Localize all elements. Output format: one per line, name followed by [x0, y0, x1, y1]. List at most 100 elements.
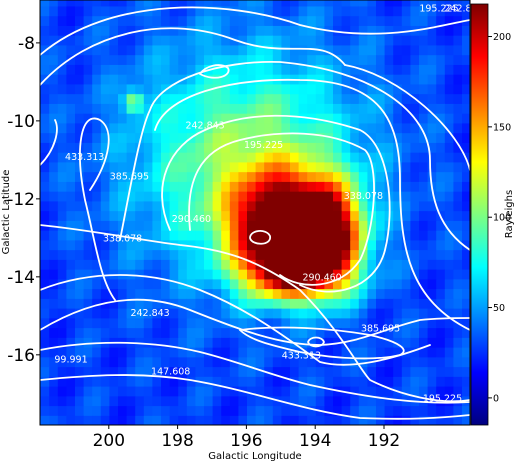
heatmap-cell: [237, 298, 247, 309]
heatmap-cell: [384, 25, 394, 36]
heatmap-cell: [358, 93, 368, 104]
heatmap-cell: [358, 386, 368, 397]
heatmap-cell: [418, 35, 428, 46]
heatmap-cell: [117, 83, 127, 95]
heatmap-cell: [220, 171, 230, 182]
heatmap-cell: [117, 376, 127, 387]
heatmap-cell: [48, 35, 58, 46]
heatmap-cell: [186, 220, 196, 231]
heatmap-cell: [40, 83, 50, 95]
heatmap-cell: [220, 0, 230, 7]
heatmap-cell: [143, 200, 153, 212]
heatmap-cell: [461, 230, 470, 241]
heatmap-cell: [427, 210, 437, 221]
heatmap-cell: [409, 317, 419, 329]
heatmap-cell: [255, 395, 265, 407]
heatmap-cell: [306, 395, 316, 407]
heatmap-cell: [177, 44, 187, 56]
heatmap-cell: [237, 191, 247, 202]
heatmap-cell: [65, 298, 75, 309]
heatmap-cell: [375, 44, 385, 56]
heatmap-cell: [298, 259, 308, 270]
heatmap-cell: [177, 317, 187, 329]
heatmap-cell: [117, 298, 127, 309]
heatmap-cell: [151, 405, 161, 416]
heatmap-cell: [332, 395, 342, 407]
heatmap-cell: [117, 171, 127, 182]
heatmap-cell: [401, 317, 411, 329]
heatmap-cell: [246, 15, 256, 26]
heatmap-cell: [280, 122, 290, 134]
heatmap-cell: [40, 210, 50, 221]
heatmap-cell: [151, 386, 161, 397]
heatmap-cell: [349, 415, 359, 425]
heatmap-cell: [255, 259, 265, 270]
heatmap-cell: [237, 269, 247, 280]
heatmap-cell: [212, 220, 222, 231]
heatmap-cell: [203, 74, 213, 85]
heatmap-cell: [384, 15, 394, 26]
heatmap-cell: [57, 83, 67, 95]
heatmap-cell: [401, 132, 411, 143]
heatmap-cell: [392, 298, 402, 309]
heatmap-cell: [375, 171, 385, 182]
contour-label: 290.460: [302, 273, 341, 284]
heatmap-cell: [74, 395, 84, 407]
heatmap-cell: [108, 5, 118, 17]
heatmap-cell: [229, 171, 239, 182]
heatmap-cell: [401, 191, 411, 202]
heatmap-cell: [237, 74, 247, 85]
heatmap-cell: [306, 35, 316, 46]
heatmap-cell: [427, 298, 437, 309]
heatmap-cell: [280, 337, 290, 348]
heatmap-cell: [306, 171, 316, 182]
heatmap-cell: [48, 181, 58, 192]
heatmap-cell: [289, 278, 299, 290]
y-axis-title: Galactic Latitude: [1, 170, 12, 255]
heatmap-cell: [427, 220, 437, 231]
heatmap-cell: [435, 288, 445, 299]
heatmap-cell: [83, 122, 93, 134]
heatmap-cell: [272, 239, 282, 251]
heatmap-cell: [186, 93, 196, 104]
heatmap-cell: [203, 278, 213, 290]
heatmap-cell: [306, 83, 316, 95]
heatmap-cell: [255, 142, 265, 153]
heatmap-cell: [74, 308, 84, 319]
heatmap-cell: [160, 239, 170, 251]
heatmap-cell: [169, 308, 179, 319]
heatmap-cell: [418, 0, 428, 7]
heatmap-cell: [220, 269, 230, 280]
heatmap-cell: [194, 64, 204, 75]
heatmap-cell: [255, 200, 265, 212]
heatmap-cell: [229, 395, 239, 407]
heatmap-cell: [48, 249, 58, 260]
heatmap-cell: [177, 15, 187, 26]
heatmap-cell: [401, 269, 411, 280]
heatmap-cell: [91, 356, 101, 368]
heatmap-cell: [212, 269, 222, 280]
heatmap-cell: [375, 54, 385, 65]
heatmap-cell: [255, 122, 265, 134]
heatmap-cell: [194, 15, 204, 26]
heatmap-cell: [74, 0, 84, 7]
heatmap-cell: [74, 249, 84, 260]
heatmap-cell: [427, 5, 437, 17]
heatmap-cell: [169, 210, 179, 221]
heatmap-cell: [57, 44, 67, 56]
heatmap-cell: [194, 44, 204, 56]
heatmap-cell: [332, 347, 342, 358]
heatmap-cell: [280, 347, 290, 358]
heatmap-cell: [134, 288, 144, 299]
heatmap-cell: [401, 200, 411, 212]
heatmap-cell: [255, 44, 265, 56]
heatmap-cell: [255, 298, 265, 309]
heatmap-cell: [40, 415, 50, 425]
heatmap-cell: [427, 171, 437, 182]
heatmap-cell: [349, 5, 359, 17]
heatmap-cell: [289, 83, 299, 95]
heatmap-cell: [177, 405, 187, 416]
heatmap-cell: [126, 220, 136, 231]
heatmap-cell: [444, 122, 454, 134]
heatmap-cell: [151, 161, 161, 173]
